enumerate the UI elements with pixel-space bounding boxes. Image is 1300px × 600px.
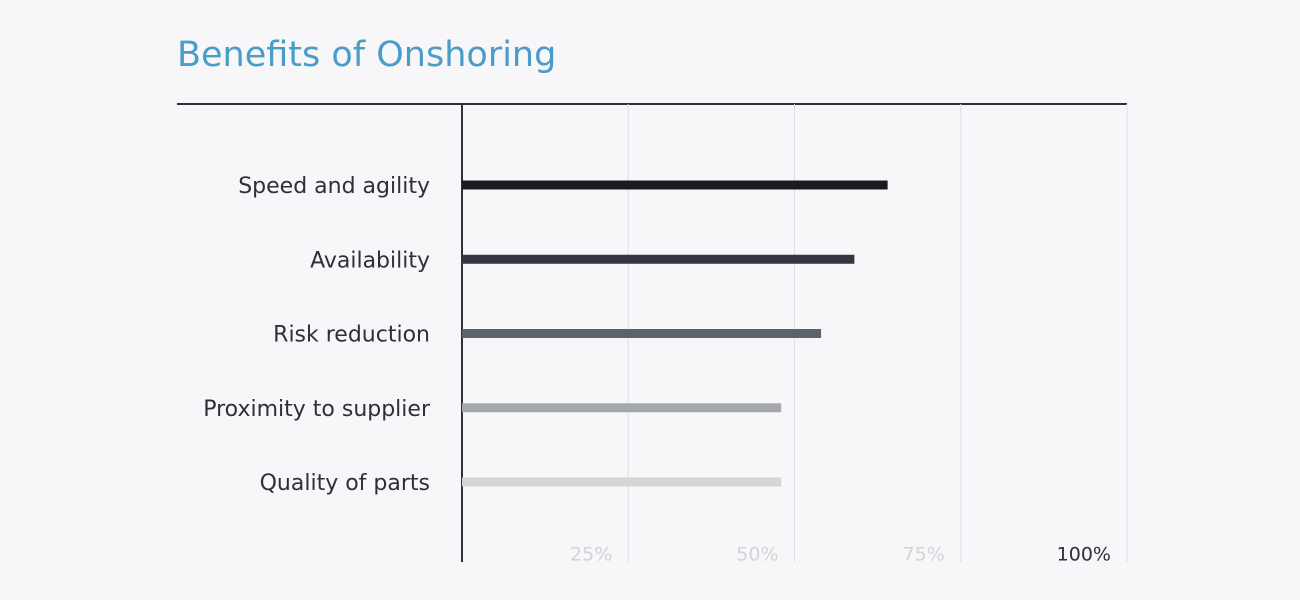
- bar: [462, 477, 782, 487]
- x-tick-label: 100%: [1057, 544, 1111, 566]
- bar: [462, 403, 782, 413]
- bar: [462, 329, 822, 338]
- y-tick-label: Risk reduction: [273, 323, 430, 348]
- chart-title: Benefits of Onshoring: [177, 35, 556, 75]
- x-tick-label: 25%: [570, 544, 612, 566]
- x-tick-label: 50%: [736, 544, 778, 566]
- bar: [462, 254, 855, 264]
- y-tick-label: Proximity to supplier: [203, 397, 431, 422]
- bar: [462, 180, 888, 190]
- y-tick-label: Availability: [310, 248, 430, 273]
- x-tick-label: 75%: [903, 544, 945, 566]
- y-tick-label: Speed and agility: [238, 174, 430, 199]
- y-tick-label: Quality of parts: [260, 471, 430, 496]
